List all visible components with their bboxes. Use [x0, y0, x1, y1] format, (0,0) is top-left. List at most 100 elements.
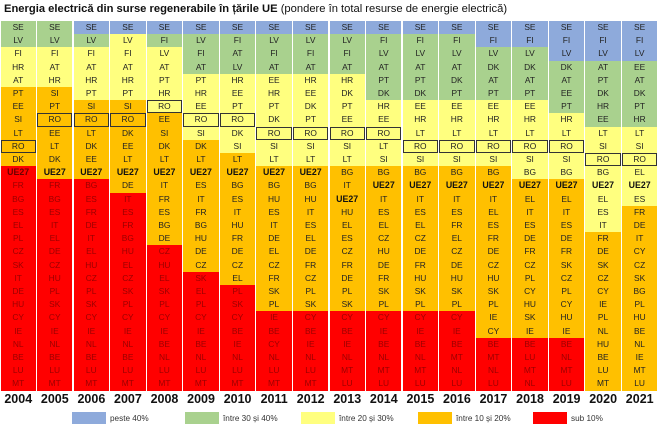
table-cell: CZ: [439, 245, 475, 259]
table-cell: LU: [585, 364, 621, 378]
table-cell: HR: [366, 100, 402, 114]
table-cell: FI: [73, 47, 109, 61]
table-cell: AT: [73, 60, 109, 74]
table-cell: LU: [256, 364, 292, 378]
table-cell: FR: [621, 205, 658, 219]
table-cell: SE: [621, 21, 658, 35]
table-cell: HU: [73, 258, 109, 272]
table-cell: NL: [512, 377, 548, 391]
cell-eu27: UE27: [0, 166, 36, 180]
year-column-2016: SE FI LV AT DK PT EE HR LT RO SI BG UE27 IT ES FR EL CZ DE…: [439, 21, 475, 391]
table-cell: PL: [73, 285, 109, 299]
table-cell: CY: [146, 311, 183, 325]
table-cell: DE: [37, 245, 73, 259]
table-cell: PL: [439, 298, 475, 312]
table-cell: IE: [292, 337, 329, 351]
table-cell: EL: [146, 271, 183, 285]
table-cell: IT: [621, 232, 658, 246]
table-cell: PT: [256, 100, 292, 114]
table-cell: SE: [585, 21, 621, 35]
table-cell: SE: [548, 21, 585, 35]
table-cell: BE: [110, 351, 146, 365]
table-cell: SK: [219, 298, 256, 312]
year-column-2007: SE LV FI AT HR PT SI RO DK EE LT UE27 DE IT ES FR BG HU EL…: [110, 21, 146, 391]
table-cell: EE: [256, 73, 292, 87]
cell-eu27: UE27: [256, 166, 292, 180]
table-cell: CZ: [548, 271, 585, 285]
table-cell: DE: [402, 245, 438, 259]
table-cell: IT: [292, 205, 329, 219]
table-cell: ES: [146, 205, 183, 219]
table-cell: DE: [548, 232, 585, 246]
table-cell: ES: [219, 192, 256, 206]
table-cell: IT: [402, 192, 438, 206]
table-cell: HR: [621, 113, 658, 127]
table-cell: SI: [146, 126, 183, 140]
table-cell: CZ: [585, 271, 621, 285]
table-cell: DK: [292, 100, 329, 114]
table-cell: ES: [0, 205, 36, 219]
cell-eu27: UE27: [110, 166, 146, 180]
table-cell: ES: [110, 205, 146, 219]
table-cell: SI: [585, 139, 621, 153]
table-cell: ES: [512, 219, 548, 233]
table-cell: PT: [512, 87, 548, 101]
table-cell: PL: [621, 298, 658, 312]
table-cell: HU: [219, 219, 256, 233]
table-cell: CY: [439, 311, 475, 325]
table-cell: EL: [110, 258, 146, 272]
legend-item: peste 40%: [72, 412, 149, 424]
table-cell: BE: [292, 324, 329, 338]
table-cell: HR: [110, 73, 146, 87]
year-column-2018: SE FI LV DK AT PT EE HR LT RO SI BG UE27 EL IT ES DE FR CZ…: [512, 21, 548, 391]
table-cell: FR: [110, 219, 146, 233]
table-cell: HU: [292, 192, 329, 206]
table-cell: LU: [512, 351, 548, 365]
table-cell: MT: [256, 377, 292, 391]
table-cell: IE: [0, 324, 36, 338]
table-cell: AT: [0, 73, 36, 87]
table-cell: LV: [73, 34, 109, 48]
table-cell: AT: [329, 60, 365, 74]
table-cell: NL: [402, 351, 438, 365]
table-cell: PL: [0, 232, 36, 246]
table-cell: EE: [548, 87, 585, 101]
table-cell: LV: [329, 34, 365, 48]
table-cell: CZ: [292, 271, 329, 285]
cell-ro-highlight: RO: [366, 126, 402, 140]
table-cell: BE: [219, 324, 256, 338]
table-cell: AT: [475, 73, 512, 87]
table-cell: SE: [439, 21, 475, 35]
table-cell: LU: [110, 364, 146, 378]
table-cell: PT: [366, 73, 402, 87]
cell-eu27: UE27: [439, 179, 475, 193]
table-cell: MT: [292, 377, 329, 391]
table-cell: LV: [146, 47, 183, 61]
table-cell: EE: [439, 100, 475, 114]
year-column-2021: SE FI LV EE AT DK PT HR LT SI RO EL UE27 ES FR DE IT CY CZ…: [621, 21, 658, 391]
cell-ro-highlight: RO: [0, 139, 37, 154]
table-cell: CY: [219, 311, 256, 325]
table-cell: SK: [256, 285, 292, 299]
table-cell: CZ: [73, 271, 109, 285]
table-cell: CY: [548, 298, 585, 312]
table-cell: PL: [475, 298, 512, 312]
table-cell: CZ: [110, 271, 146, 285]
cell-eu27: UE27: [621, 179, 658, 193]
table-cell: MT: [475, 351, 512, 365]
table-cell: FR: [366, 271, 402, 285]
year-label: 2004: [4, 392, 33, 406]
table-cell: BE: [37, 351, 73, 365]
table-cell: BG: [512, 166, 548, 180]
table-cell: PT: [37, 100, 73, 114]
chart-title-main: Energia electrică din surse regenerabile…: [4, 3, 278, 15]
table-cell: EE: [183, 100, 219, 114]
table-cell: PT: [219, 100, 256, 114]
cell-ro-highlight: RO: [219, 113, 256, 127]
table-cell: SE: [146, 21, 183, 35]
table-cell: SK: [146, 285, 183, 299]
table-cell: FR: [219, 232, 256, 246]
legend-swatch: [72, 412, 106, 424]
year-label: 2014: [369, 392, 398, 406]
table-cell: DK: [621, 87, 658, 101]
